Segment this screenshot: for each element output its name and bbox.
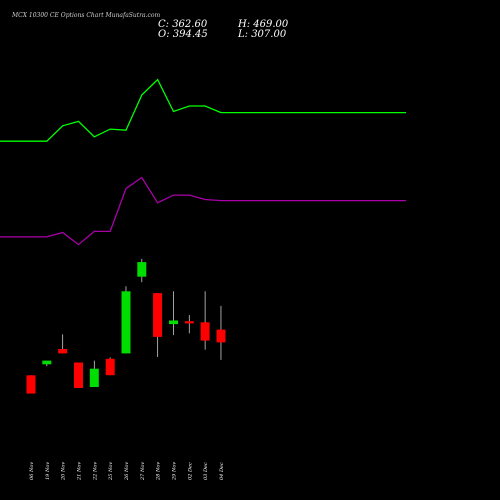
candle-body — [200, 322, 210, 341]
candle-body — [74, 362, 83, 388]
low-value: L: 307.00 — [237, 29, 287, 40]
close-value: C: 362.60 — [158, 19, 208, 30]
open-value: O: 394.45 — [158, 29, 208, 40]
candle — [137, 258, 147, 283]
candle-body — [169, 320, 178, 325]
indicator-lines — [0, 78, 406, 246]
candle-body — [137, 262, 147, 277]
candle-body — [42, 360, 52, 365]
candle — [89, 360, 99, 387]
candle-body — [153, 293, 163, 337]
x-tick-label: 04 Dec — [219, 462, 225, 480]
x-axis-tick-labels: 06 Nov 19 Nov 20 Nov 21 Nov 22 Nov 25 Nov 26 N… — [29, 462, 225, 481]
high-value: H: 469.00 — [237, 19, 289, 30]
candle — [74, 362, 83, 389]
candle-body — [58, 349, 68, 354]
x-tick-label: 03 Dec — [203, 462, 209, 480]
x-tick-label: 06 Nov — [29, 462, 35, 480]
x-tick-label: 22 Nov — [92, 462, 98, 481]
candles — [26, 258, 226, 394]
candle — [184, 315, 194, 334]
candle — [169, 291, 178, 336]
candle — [105, 357, 115, 376]
green-indicator-line — [0, 78, 406, 142]
candle — [26, 375, 36, 394]
x-tick-label: 29 Nov — [172, 462, 178, 481]
x-tick-label: 25 Nov — [108, 462, 114, 481]
candle — [121, 286, 131, 354]
candle — [58, 334, 68, 354]
candle-body — [105, 358, 115, 376]
x-tick-label: 27 Nov — [140, 462, 146, 481]
x-tick-label: 20 Nov — [61, 462, 67, 481]
purple-indicator-line — [0, 176, 406, 246]
chart-title: MCX 10300 CE Options Chart MunafaSutra.c… — [11, 12, 161, 19]
candle — [42, 360, 52, 367]
candle-body — [184, 321, 194, 324]
x-tick-label: 19 Nov — [45, 462, 51, 480]
candle — [153, 293, 163, 357]
candle — [200, 291, 210, 350]
candle-body — [26, 375, 36, 394]
candle — [216, 305, 226, 360]
x-tick-label: 26 Nov — [124, 462, 130, 481]
x-tick-label: 28 Nov — [156, 462, 162, 481]
candle-body — [121, 291, 131, 354]
x-tick-label: 02 Dec — [187, 462, 193, 480]
candle-body — [216, 329, 226, 343]
x-tick-label: 21 Nov — [77, 462, 83, 481]
candle-body — [89, 368, 99, 387]
